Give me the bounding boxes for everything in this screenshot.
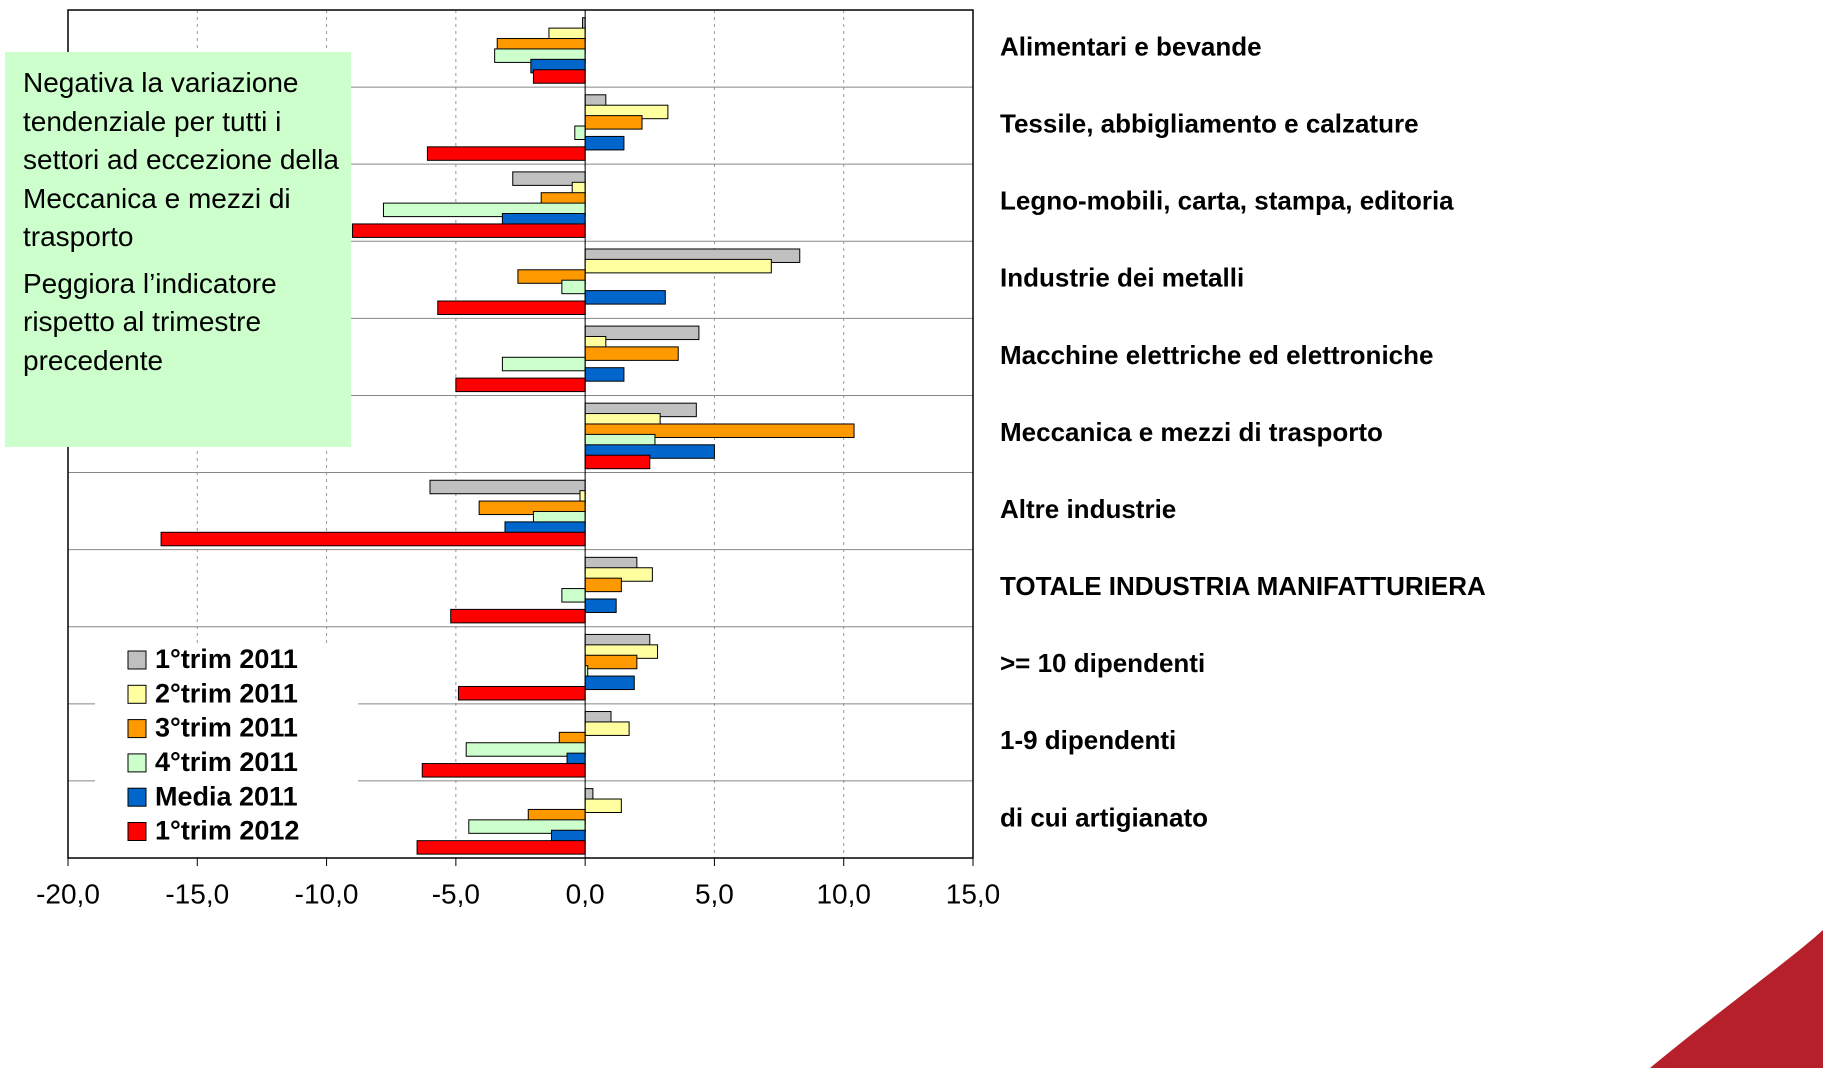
bar — [584, 798, 622, 814]
x-tick-label: -15,0 — [165, 878, 229, 909]
bar — [416, 840, 586, 855]
x-tick-label: -5,0 — [432, 878, 480, 909]
category-label: Macchine elettriche ed elettroniche — [1000, 340, 1433, 370]
legend-swatch — [127, 650, 147, 670]
category-label: Tessile, abbigliamento e calzature — [1000, 109, 1419, 139]
legend-label: 1°trim 2012 — [155, 816, 299, 846]
bar — [584, 367, 625, 382]
bar — [421, 763, 586, 778]
bar — [450, 608, 586, 624]
category-label: Industrie dei metalli — [1000, 263, 1244, 293]
bar — [584, 598, 617, 613]
bar — [584, 290, 666, 305]
bar — [561, 588, 586, 603]
bar — [584, 115, 643, 130]
annotation: Peggiora l’indicatore rispetto al trimes… — [23, 267, 277, 376]
legend-swatch — [127, 684, 147, 704]
legend-label: 2°trim 2011 — [155, 678, 298, 708]
bar — [574, 125, 586, 141]
category-label: TOTALE INDUSTRIA MANIFATTURIERA — [1000, 571, 1486, 601]
legend-label: 4°trim 2011 — [155, 747, 298, 777]
legend-swatch — [127, 787, 147, 807]
bar — [437, 300, 586, 316]
legend-label: Media 2011 — [155, 781, 298, 811]
legend-label: 1°trim 2011 — [155, 644, 298, 674]
bar — [501, 356, 586, 372]
bar — [532, 69, 586, 84]
category-label: Meccanica e mezzi di trasporto — [1000, 417, 1383, 447]
bar — [351, 223, 586, 238]
category-label: >= 10 dipendenti — [1000, 648, 1205, 678]
annotation-box: Negativa la variazione tendenziale per t… — [5, 52, 351, 447]
bar — [584, 135, 625, 151]
x-tick-label: 10,0 — [816, 878, 871, 909]
category-label: Altre industrie — [1000, 494, 1176, 524]
category-label: di cui artigianato — [1000, 802, 1208, 832]
legend-swatch — [127, 719, 147, 739]
bar — [584, 346, 679, 361]
bar — [584, 721, 630, 736]
bar — [457, 685, 586, 701]
bar — [584, 258, 772, 274]
category-label: 1-9 dipendenti — [1000, 725, 1176, 755]
legend-swatch — [127, 822, 147, 841]
x-tick-label: -10,0 — [295, 878, 359, 909]
bar — [584, 577, 622, 593]
legend-swatch — [127, 753, 147, 773]
bar — [584, 675, 635, 691]
annotation: Negativa la variazione tendenziale per t… — [23, 67, 339, 252]
x-tick-label: -20,0 — [36, 878, 100, 909]
bar — [160, 531, 586, 547]
decoration — [1650, 930, 1823, 1068]
bar — [426, 146, 586, 161]
bar — [429, 479, 586, 495]
category-label: Alimentari e bevande — [1000, 31, 1262, 61]
x-tick-label: 15,0 — [946, 878, 1001, 909]
category-label: Legno-mobili, carta, stampa, editoria — [1000, 186, 1454, 216]
x-tick-label: 5,0 — [695, 878, 734, 909]
bar — [561, 279, 586, 295]
x-tick-label: 0,0 — [566, 878, 605, 909]
bar — [584, 654, 638, 670]
legend-label: 3°trim 2011 — [155, 713, 298, 743]
bar — [455, 377, 586, 393]
bar — [584, 454, 651, 470]
legend-box — [95, 643, 358, 853]
